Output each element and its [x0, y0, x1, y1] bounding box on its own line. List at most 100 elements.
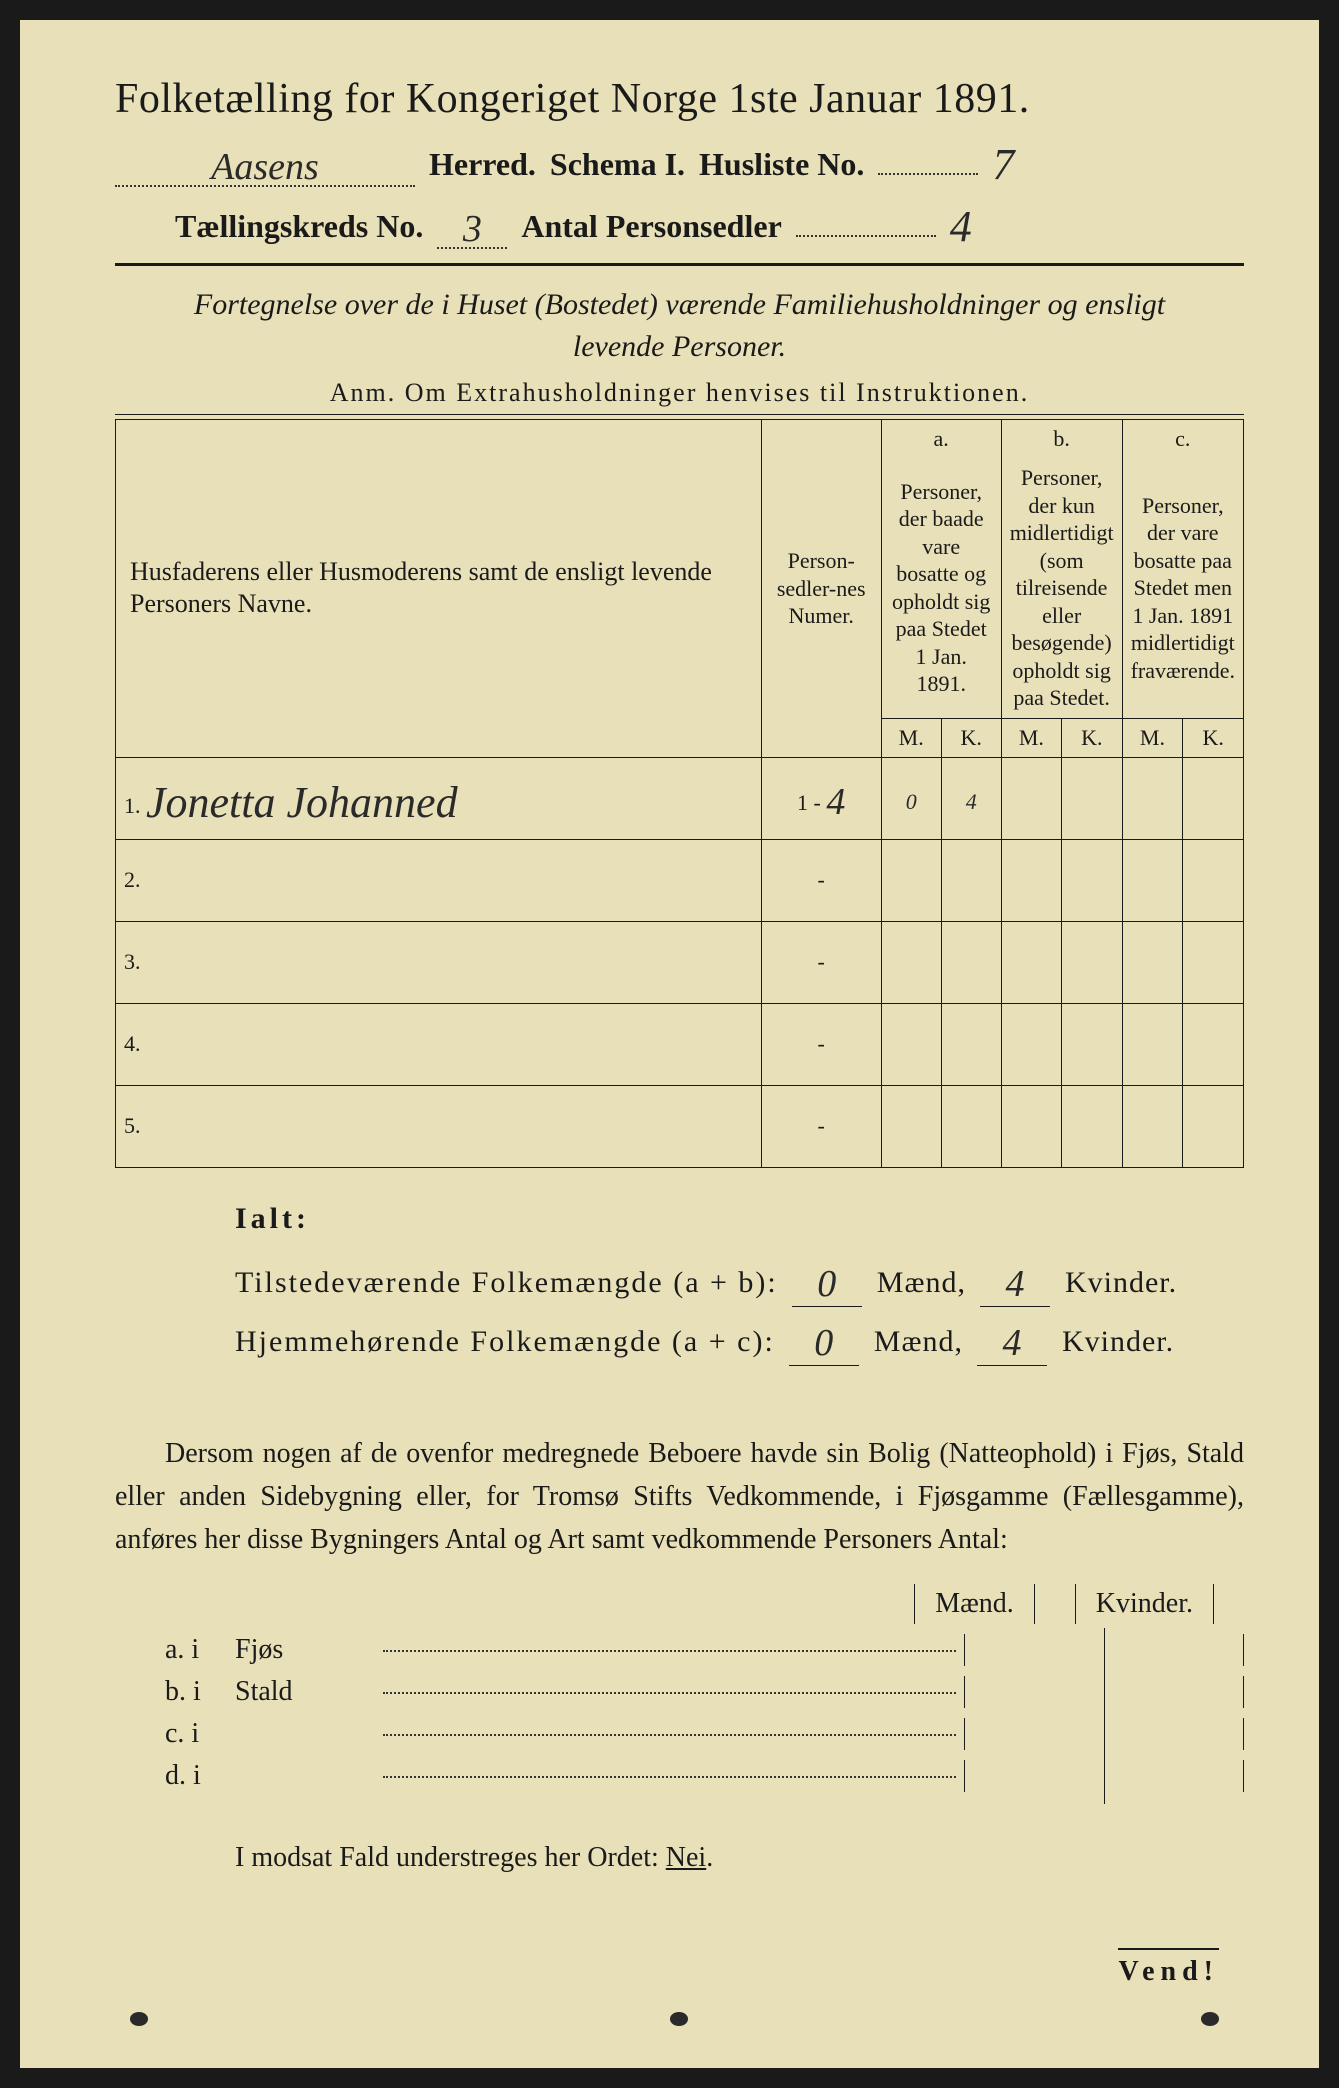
row-num: 4. — [116, 1003, 762, 1085]
list-name: Stald — [235, 1676, 375, 1708]
page-title: Folketælling for Kongeriget Norge 1ste J… — [115, 75, 1244, 123]
row-sedler: - — [761, 921, 881, 1003]
a-k-head: K. — [941, 718, 1001, 757]
kvinder-label: Kvinder. — [1065, 1266, 1177, 1299]
ialt-l1-label: Tilstedeværende Folkemængde (a + b): — [235, 1266, 778, 1299]
nei-line: I modsat Fald understreges her Ordet: Ne… — [235, 1842, 1244, 1874]
list-cells — [964, 1760, 1244, 1792]
subtitle-line1: Fortegnelse over de i Huset (Bostedet) v… — [194, 288, 1165, 321]
cell — [1183, 921, 1244, 1003]
row-num: 2. — [116, 839, 762, 921]
kreds-label: Tællingskreds No. — [175, 208, 423, 245]
cell — [1122, 1085, 1183, 1167]
col-names-head: Husfaderens eller Husmoderens samt de en… — [116, 420, 762, 758]
ialt-title: Ialt: — [235, 1202, 1244, 1236]
subtitle-line2: levende Personer. — [573, 330, 786, 363]
row-sedler: - — [761, 839, 881, 921]
cell — [1001, 1003, 1061, 1085]
col-a-head: Personer, der baade vare bosatte og opho… — [881, 458, 1001, 718]
b-m-head: M. — [1001, 718, 1061, 757]
antal-value: 4 — [950, 201, 972, 252]
nei-word: Nei — [666, 1842, 706, 1873]
list-item: b. i Stald — [165, 1676, 1244, 1708]
col-b-head: Personer, der kun midlertidigt (som tilr… — [1001, 458, 1122, 718]
col-a-label: a. — [881, 420, 1001, 459]
cell — [881, 839, 941, 921]
c-m-head: M. — [1122, 718, 1183, 757]
a-m-head: M. — [881, 718, 941, 757]
list-label: c. i — [165, 1718, 235, 1750]
subtitle: Fortegnelse over de i Huset (Bostedet) v… — [115, 284, 1244, 368]
row-num: 3. — [116, 921, 762, 1003]
list-cells — [964, 1718, 1244, 1750]
cell — [1001, 921, 1061, 1003]
row-name: Jonetta Johanned — [146, 778, 458, 827]
cell — [941, 839, 1001, 921]
antal-label: Antal Personsedler — [521, 208, 781, 245]
ialt-l2-k: 4 — [977, 1321, 1047, 1366]
cell — [1001, 1085, 1061, 1167]
husliste-label: Husliste No. — [699, 146, 864, 183]
cell — [881, 921, 941, 1003]
dots — [383, 1650, 956, 1652]
list-name: Fjøs — [235, 1634, 375, 1666]
list-item: c. i — [165, 1718, 1244, 1750]
col-sedler-head: Person-sedler-nes Numer. — [761, 420, 881, 758]
cell-a-k: 4 — [941, 761, 1001, 843]
cell — [1062, 839, 1122, 921]
mk-header: Mænd. Kvinder. — [115, 1584, 1214, 1624]
census-form-page: Folketælling for Kongeriget Norge 1ste J… — [20, 20, 1319, 2068]
header-row-2: Tællingskreds No. 3 Antal Personsedler 4 — [175, 197, 1244, 249]
husliste-value: 7 — [992, 139, 1014, 190]
cell — [881, 1085, 941, 1167]
cell — [941, 921, 1001, 1003]
ialt-l1-m: 0 — [792, 1262, 862, 1307]
col-c-head: Personer, der vare bosatte paa Stedet me… — [1122, 458, 1243, 718]
punch-hole — [1201, 2012, 1219, 2026]
cell — [1183, 1085, 1244, 1167]
schema-label: Schema I. — [550, 146, 685, 183]
c-k-head: K. — [1183, 718, 1244, 757]
kreds-value: 3 — [463, 208, 482, 250]
cell — [1122, 921, 1183, 1003]
ialt-l2-label: Hjemmehørende Folkemængde (a + c): — [235, 1325, 775, 1358]
list-item: a. i Fjøs — [165, 1634, 1244, 1666]
list-item: d. i — [165, 1760, 1244, 1792]
table-row: 4. - — [116, 1003, 1244, 1085]
list-label: b. i — [165, 1676, 235, 1708]
maend-label: Mænd, — [877, 1266, 966, 1299]
mk-k: Kvinder. — [1075, 1584, 1214, 1624]
cell — [1001, 839, 1061, 921]
anm-note: Anm. Om Extrahusholdninger henvises til … — [115, 378, 1244, 408]
table-row: 1. Jonetta Johanned 1 - 1 - 44 0 4 — [116, 757, 1244, 839]
rule-2 — [115, 414, 1244, 415]
cell — [1122, 839, 1183, 921]
row-sedler: - — [761, 1085, 881, 1167]
kvinder-label: Kvinder. — [1062, 1325, 1174, 1358]
punch-hole — [670, 2012, 688, 2026]
dots — [383, 1734, 956, 1736]
cell — [941, 1085, 1001, 1167]
ialt-l1-k: 4 — [980, 1262, 1050, 1307]
row-sedler: 1 - — [797, 790, 826, 815]
ialt-block: Ialt: Tilstedeværende Folkemængde (a + b… — [235, 1202, 1244, 1362]
cell-b-k — [1062, 757, 1122, 839]
nei-pre: I modsat Fald understreges her Ordet: — [235, 1842, 666, 1873]
household-table: Husfaderens eller Husmoderens samt de en… — [115, 419, 1244, 1168]
building-list: a. i Fjøs b. i Stald c. i d. i — [165, 1634, 1244, 1792]
ialt-line-2: Hjemmehørende Folkemængde (a + c): 0 Mæn… — [235, 1317, 1244, 1362]
herred-value: Aasens — [211, 146, 319, 188]
cell — [1062, 1003, 1122, 1085]
col-b-label: b. — [1001, 420, 1122, 459]
dots — [383, 1692, 956, 1694]
punch-hole — [130, 2012, 148, 2026]
header-row-1: Aasens Herred. Schema I. Husliste No. 7 — [115, 135, 1244, 187]
dots — [383, 1776, 956, 1778]
row-num: 1. — [124, 793, 141, 818]
table-row: 3. - — [116, 921, 1244, 1003]
table-row: 5. - — [116, 1085, 1244, 1167]
cell — [1062, 921, 1122, 1003]
cell — [1183, 839, 1244, 921]
list-cells — [964, 1634, 1244, 1666]
ialt-line-1: Tilstedeværende Folkemængde (a + b): 0 M… — [235, 1258, 1244, 1303]
